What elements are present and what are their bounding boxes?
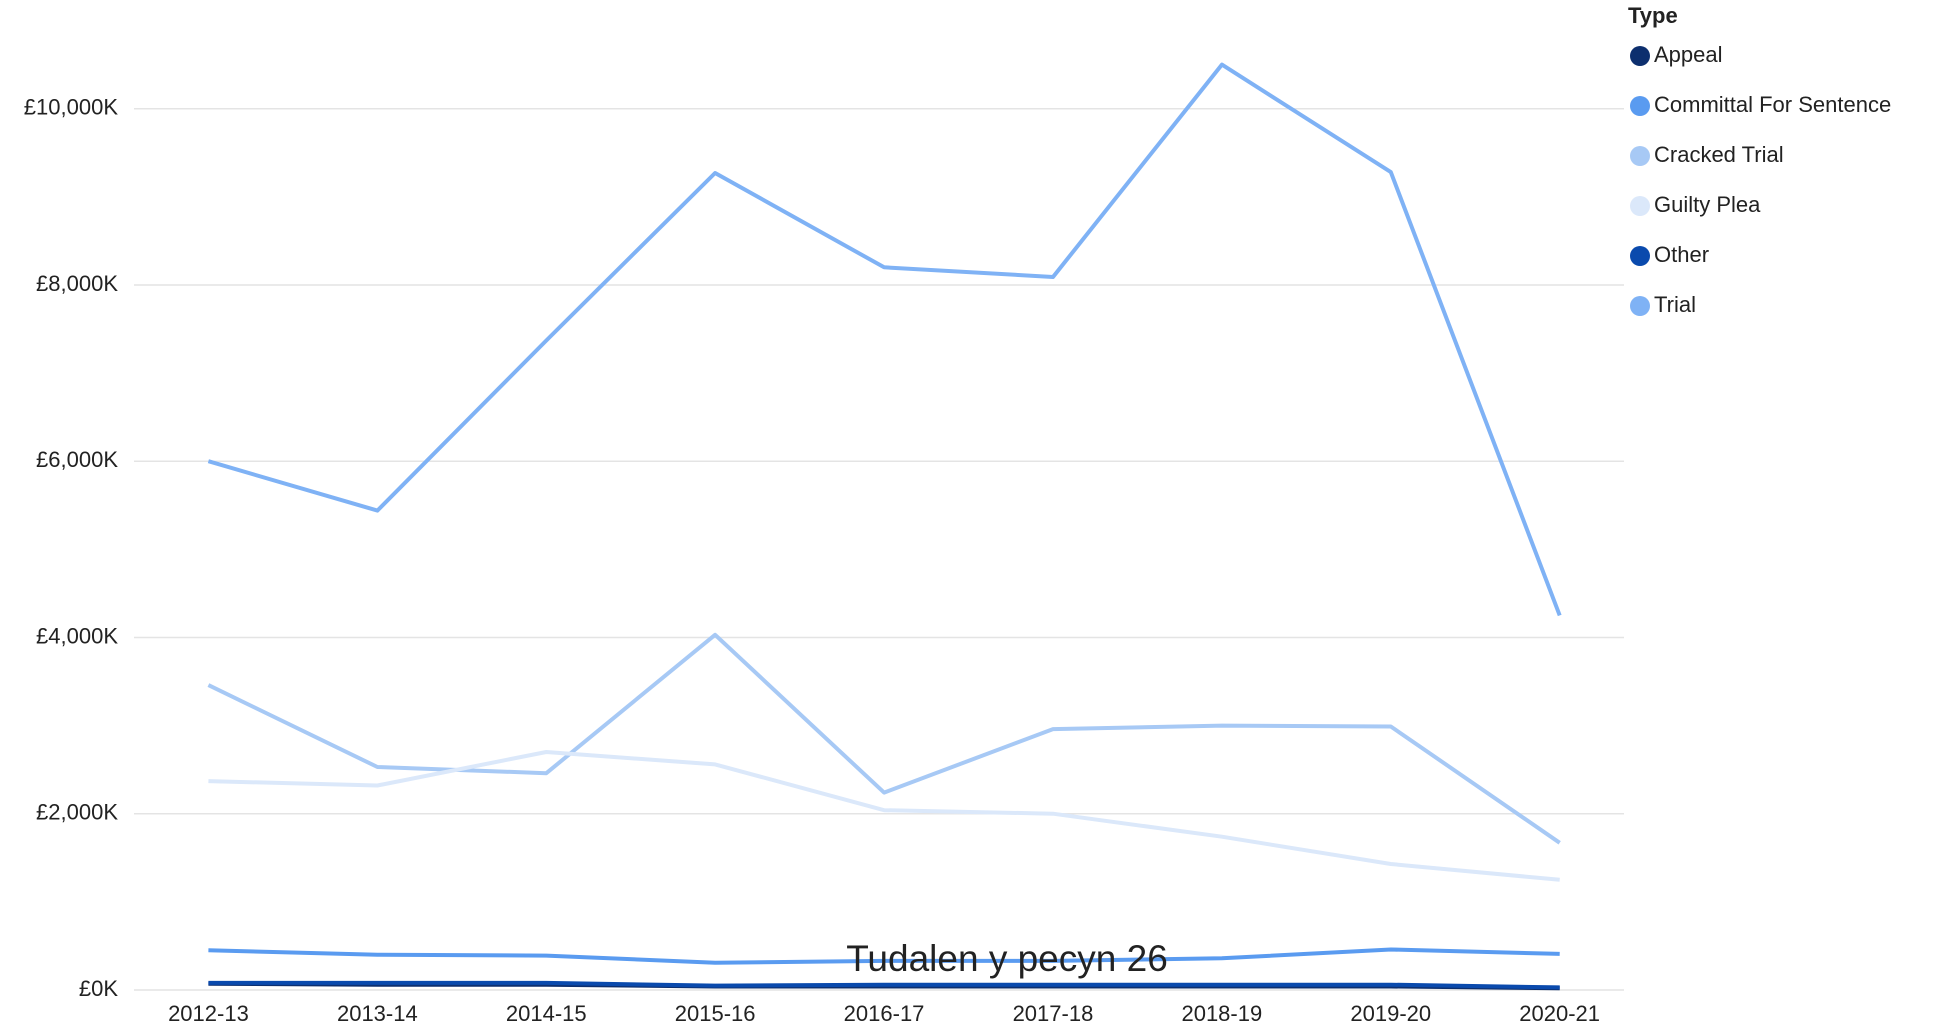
legend-swatch — [1630, 146, 1650, 166]
x-tick-label: 2018-19 — [1181, 1001, 1262, 1021]
x-tick-label: 2017-18 — [1013, 1001, 1094, 1021]
y-tick-label: £2,000K — [36, 800, 118, 825]
x-tick-label: 2015-16 — [675, 1001, 756, 1021]
series-line — [208, 947, 1560, 965]
legend-swatch — [1630, 196, 1650, 216]
series-line — [207, 62, 1562, 617]
y-tick-label: £10,000K — [24, 95, 119, 120]
series-line — [207, 632, 1561, 845]
x-tick-label: 2019-20 — [1350, 1001, 1431, 1021]
y-tick-label: £8,000K — [36, 271, 118, 296]
series-line — [208, 750, 1560, 882]
legend-swatch — [1630, 46, 1650, 66]
annotation: Tudalen y pecyn 26 — [846, 938, 1168, 979]
legend-label: Other — [1654, 242, 1709, 267]
legend-label: Appeal — [1654, 42, 1723, 67]
series-line — [208, 980, 1560, 990]
y-tick-label: £4,000K — [36, 623, 118, 648]
y-tick-label: £0K — [79, 976, 118, 1001]
x-tick-label: 2020-21 — [1519, 1001, 1600, 1021]
legend-swatch — [1630, 296, 1650, 316]
x-tick-label: 2013-14 — [337, 1001, 418, 1021]
x-tick-label: 2014-15 — [506, 1001, 587, 1021]
legend-label: Cracked Trial — [1654, 142, 1784, 167]
legend-label: Committal For Sentence — [1654, 92, 1891, 117]
legend-title: Type — [1628, 3, 1678, 28]
legend-label: Guilty Plea — [1654, 192, 1761, 217]
legend-swatch — [1630, 246, 1650, 266]
y-tick-label: £6,000K — [36, 447, 118, 472]
x-tick-label: 2016-17 — [844, 1001, 925, 1021]
legend-label: Trial — [1654, 292, 1696, 317]
legend-swatch — [1630, 96, 1650, 116]
x-tick-label: 2012-13 — [168, 1001, 249, 1021]
